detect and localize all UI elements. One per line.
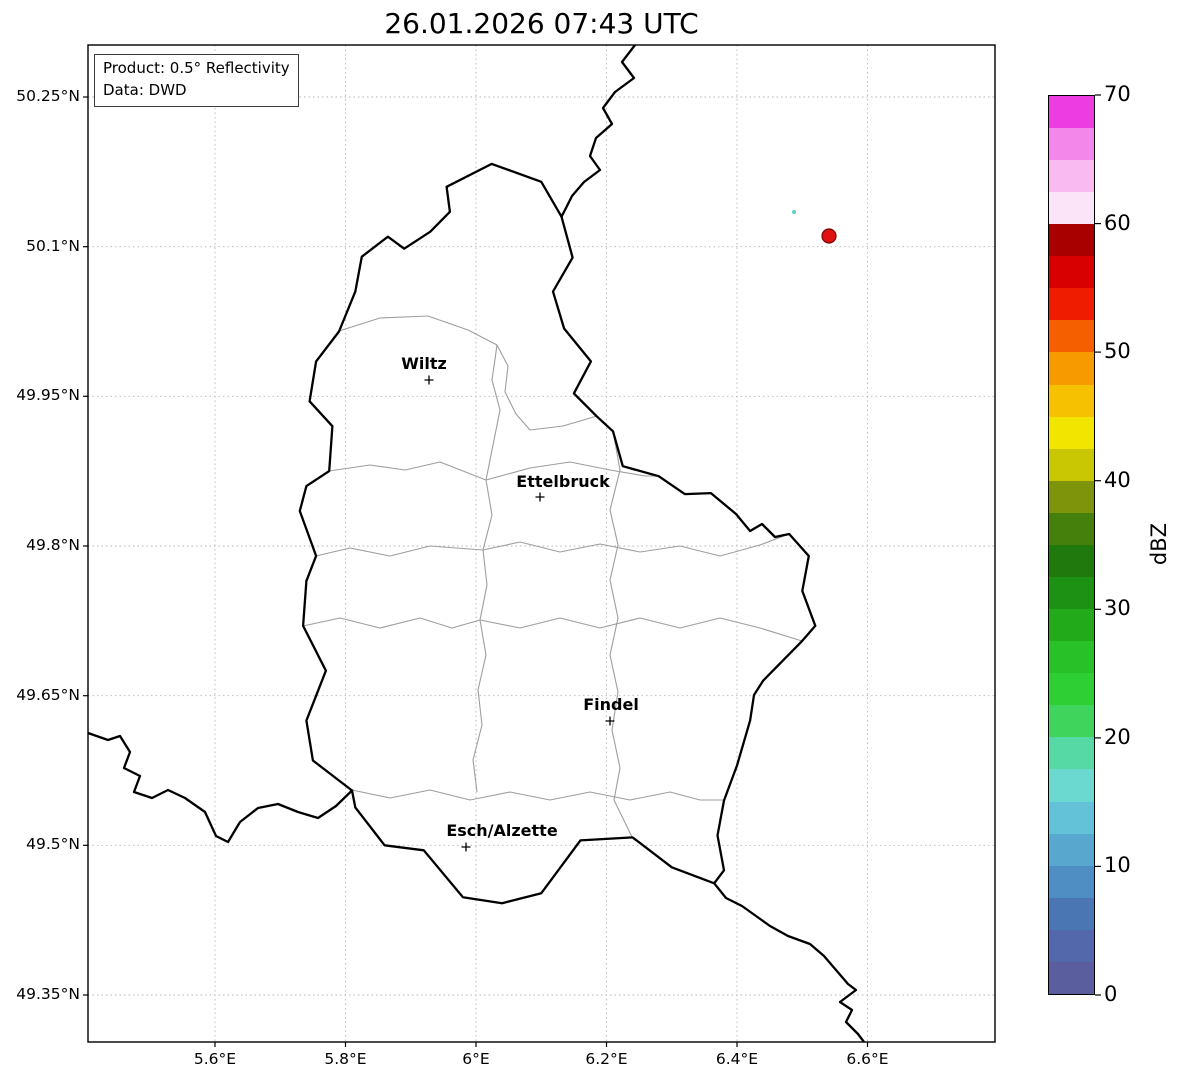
colorbar-segment [1049, 159, 1094, 193]
colorbar-segment [1049, 480, 1094, 513]
colorbar-segment [1049, 801, 1094, 834]
y-tick-label: 49.5°N [26, 835, 80, 854]
city-cross-marker [424, 375, 434, 385]
colorbar-gradient [1048, 95, 1095, 995]
colorbar-segment [1049, 512, 1094, 545]
colorbar-segment [1049, 641, 1094, 674]
luxembourg-border [298, 162, 817, 905]
colorbar-segment [1049, 416, 1094, 449]
radar-echoes [792, 210, 837, 244]
country-borders [88, 45, 866, 1042]
colorbar-segment [1049, 929, 1094, 962]
colorbar-tick-label: 70 [1104, 82, 1131, 106]
y-tick-label: 50.25°N [16, 87, 80, 105]
colorbar-segment [1049, 192, 1094, 225]
colorbar-segment [1049, 673, 1094, 706]
y-tick-label: 49.35°N [16, 985, 80, 1003]
colorbar-segment [1049, 448, 1094, 481]
y-tick-label: 49.95°N [16, 386, 80, 405]
x-tick-label: 6°E [462, 1050, 490, 1068]
colorbar-tick-label: 60 [1104, 210, 1131, 235]
plot-frame [87, 44, 996, 1043]
x-tick-label: 5.8°E [324, 1050, 367, 1068]
city: Ettelbruck [516, 472, 610, 502]
colorbar-segment [1049, 320, 1094, 353]
colorbar-segment [1049, 833, 1094, 866]
colorbar-tick-marks [1095, 94, 1101, 996]
city-cross-marker [461, 842, 471, 852]
plot-title: 26.01.2026 07:43 UTC [384, 7, 699, 40]
france-germany-border [713, 882, 866, 1042]
city-label: Wiltz [401, 354, 447, 373]
colorbar-tick-label: 10 [1104, 853, 1131, 878]
colorbar-segment [1049, 609, 1094, 642]
radar-echo [821, 228, 837, 244]
colorbar-segment [1049, 384, 1094, 417]
city: Wiltz [401, 354, 447, 385]
colorbar-tick-label: 0 [1104, 982, 1118, 1006]
city-label: Findel [583, 695, 639, 714]
product-info-box: Product: 0.5° Reflectivity Data: DWD [94, 54, 299, 107]
colorbar-segment [1049, 544, 1094, 577]
data-source-line: Data: DWD [103, 80, 187, 99]
colorbar-segment [1049, 865, 1094, 898]
city: Findel [583, 695, 639, 726]
canton-borders [302, 315, 803, 838]
colorbar-segment [1049, 961, 1094, 994]
product-line: Product: 0.5° Reflectivity [103, 59, 290, 77]
colorbar-segment [1049, 256, 1094, 289]
city: Esch/Alzette [446, 821, 558, 852]
colorbar-segment [1049, 224, 1094, 257]
colorbar-segment [1049, 352, 1094, 385]
colorbar-segment [1049, 95, 1094, 128]
y-tick-label: 49.8°N [26, 536, 80, 554]
colorbar-segment [1049, 288, 1094, 321]
y-tick-label: 49.65°N [16, 685, 80, 704]
city-cross-marker [535, 492, 545, 502]
colorbar-tick-label: 20 [1104, 724, 1131, 749]
colorbar-tick-label: 30 [1104, 596, 1131, 621]
colorbar-segment [1049, 737, 1094, 770]
belgium-france-border [88, 731, 354, 844]
city-label: Ettelbruck [516, 472, 610, 491]
x-tick-label: 6.6°E [846, 1050, 889, 1068]
axis-tick-marks [83, 96, 869, 1047]
x-tick-label: 6.2°E [585, 1050, 628, 1068]
city-markers: Wiltz Ettelbruck Findel Esch/Alzette [401, 354, 639, 852]
x-tick-label: 5.6°E [193, 1050, 237, 1068]
radar-echo [792, 210, 796, 214]
colorbar-segment [1049, 576, 1094, 610]
colorbar-segment [1049, 705, 1094, 738]
colorbar-tick-label: 40 [1104, 467, 1131, 492]
city-cross-marker [605, 716, 615, 726]
colorbar-segment [1049, 127, 1094, 160]
y-tick-label: 50.1°N [26, 236, 80, 255]
colorbar-unit-label: dBZ [1147, 522, 1172, 566]
city-label: Esch/Alzette [446, 821, 558, 840]
x-tick-label: 6.4°E [715, 1050, 759, 1068]
colorbar-tick-label: 50 [1104, 339, 1131, 364]
colorbar-segment [1049, 897, 1094, 930]
colorbar-segment [1049, 769, 1094, 802]
belgium-germany-border [560, 45, 637, 218]
